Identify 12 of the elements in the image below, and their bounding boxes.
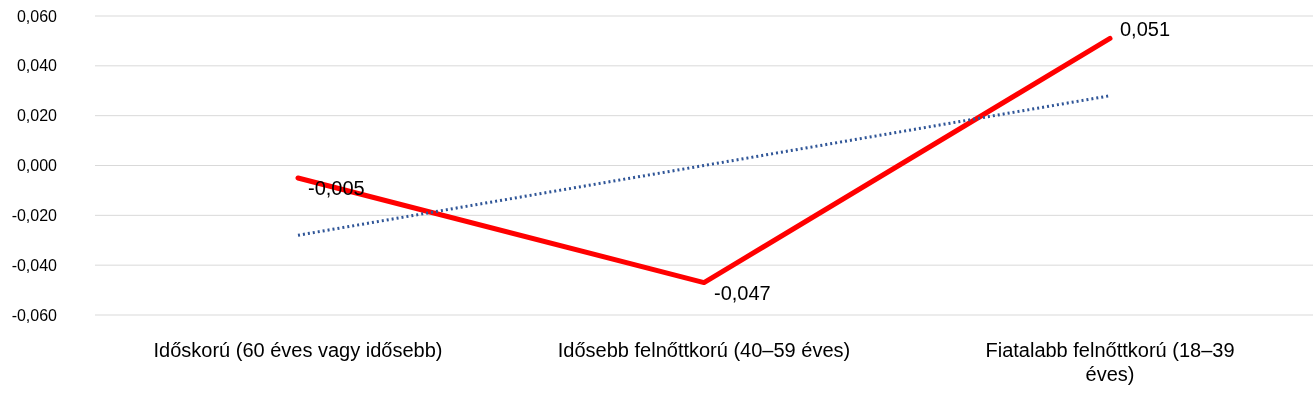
y-tick-label: 0,040 — [16, 57, 58, 75]
data-label: -0,047 — [714, 281, 771, 304]
y-tick-label: 0,000 — [16, 157, 58, 175]
x-tick-label: Időskorú (60 éves vagy idősebb) — [153, 339, 443, 361]
y-tick-label: 0,020 — [16, 107, 58, 125]
y-tick-label: -0,060 — [11, 306, 58, 324]
data-label: 0,051 — [1120, 18, 1171, 41]
y-tick-label: 0,060 — [16, 7, 58, 25]
x-tick-label: Idősebb felnőttkorú (40–59 éves) — [557, 339, 851, 361]
x-tick-label: Fiatalabb felnőttkorú (18–39 éves) — [985, 339, 1235, 385]
y-tick-label: -0,020 — [11, 206, 58, 224]
y-tick-label: -0,040 — [11, 256, 58, 274]
